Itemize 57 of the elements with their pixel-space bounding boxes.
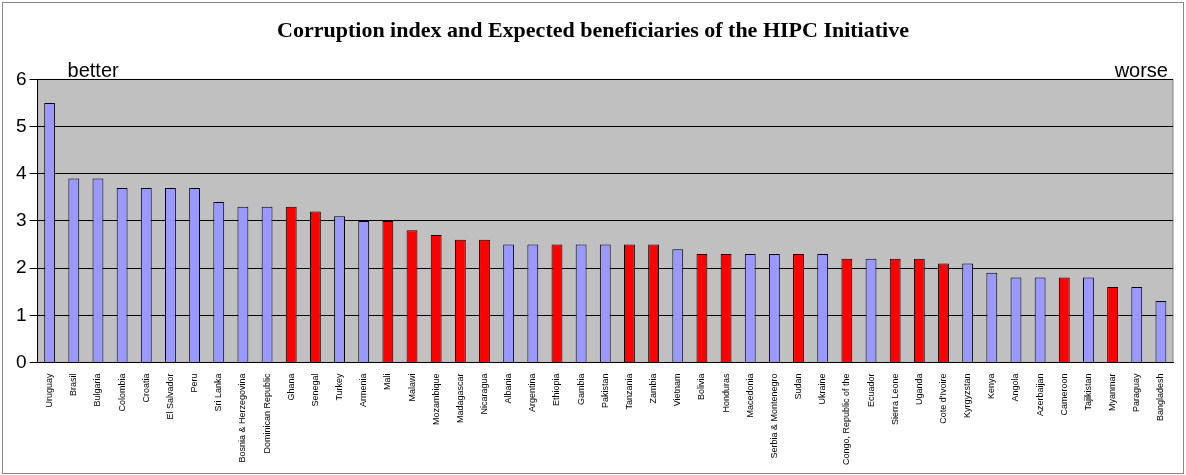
- x-tick-label: Mozambique: [430, 373, 441, 425]
- x-tick-label: Bosnia & Herzegovina: [237, 373, 248, 463]
- y-tick-label: 2: [15, 256, 27, 278]
- x-tick-label: Sri Lanka: [213, 373, 224, 412]
- x-tick-label: Cote d'Ivoire: [937, 373, 948, 424]
- x-tick-label: Tanzania: [623, 373, 634, 410]
- x-tick-label: Tajikistan: [1082, 373, 1093, 411]
- x-tick-label: Mali: [382, 373, 393, 390]
- x-tick-label: Armenia: [358, 373, 369, 407]
- x-tick-label: Sierra Leone: [889, 373, 900, 425]
- x-tick-label: Senegal: [309, 373, 320, 407]
- x-tick-label: Vietnam: [672, 373, 683, 407]
- x-tick-label: Nicaragua: [478, 373, 489, 415]
- x-tick-label: Cameroon: [1058, 373, 1069, 416]
- y-tick-label: 1: [15, 303, 27, 325]
- x-tick-label: Angola: [1010, 373, 1021, 402]
- y-tick-label: 5: [15, 114, 27, 136]
- x-tick-label: Turkey: [334, 372, 345, 401]
- x-tick-label: Gambia: [575, 373, 586, 405]
- x-tick-label: Ghana: [285, 373, 296, 401]
- x-tick-label: Bolivia: [696, 373, 707, 400]
- x-tick-label: Macedonia: [744, 373, 755, 418]
- x-tick-label: Brasil: [68, 373, 79, 396]
- x-tick-label: Argentina: [527, 373, 538, 412]
- x-tick-label: Paraguay: [1131, 372, 1142, 412]
- x-tick-label: Dominican Republic: [261, 372, 272, 454]
- x-tick-label: Uruguay: [44, 372, 55, 408]
- x-tick-label: Croatia: [140, 373, 151, 403]
- annotation: worse: [1113, 58, 1168, 81]
- x-tick-label: Sudan: [793, 373, 804, 400]
- x-tick-label: Myanmar: [1107, 373, 1118, 411]
- x-tick-label: Ethiopia: [551, 373, 562, 406]
- x-tick-label: Uganda: [913, 373, 924, 405]
- x-tick-label: Congo, Republic of the: [841, 373, 852, 465]
- x-tick-label: Bangladesh: [1155, 373, 1166, 421]
- y-tick-label: 6: [15, 67, 27, 89]
- x-tick-label: Kyrgyzstan: [962, 373, 973, 418]
- x-tick-label: Honduras: [720, 372, 731, 413]
- y-tick-label: 4: [15, 161, 27, 183]
- x-tick-label: Kenya: [986, 373, 997, 399]
- x-tick-label: Azerbaijan: [1034, 373, 1045, 416]
- x-tick-label: Zambia: [648, 373, 659, 404]
- x-tick-label: Bulgaria: [92, 373, 103, 407]
- x-tick-label: Ecuador: [865, 373, 876, 407]
- annotation: better: [67, 58, 120, 81]
- x-tick-label: Albania: [503, 373, 514, 404]
- y-tick-label: 0: [15, 350, 27, 372]
- y-tick-label: 3: [15, 209, 27, 231]
- chart-title: Corruption index and Expected beneficiaries of the HIPC Initiative: [277, 16, 910, 42]
- x-tick-label: Madagascar: [454, 373, 465, 423]
- x-tick-label: Peru: [189, 373, 200, 393]
- x-tick-label: Malawi: [406, 373, 417, 402]
- x-tick-label: El Salvador: [164, 373, 175, 420]
- x-tick-label: Pakistan: [599, 373, 610, 408]
- x-tick-label: Colombia: [116, 373, 127, 412]
- x-tick-label: Ukraine: [817, 373, 828, 405]
- x-tick-label: Serbia & Montenegro: [768, 373, 779, 459]
